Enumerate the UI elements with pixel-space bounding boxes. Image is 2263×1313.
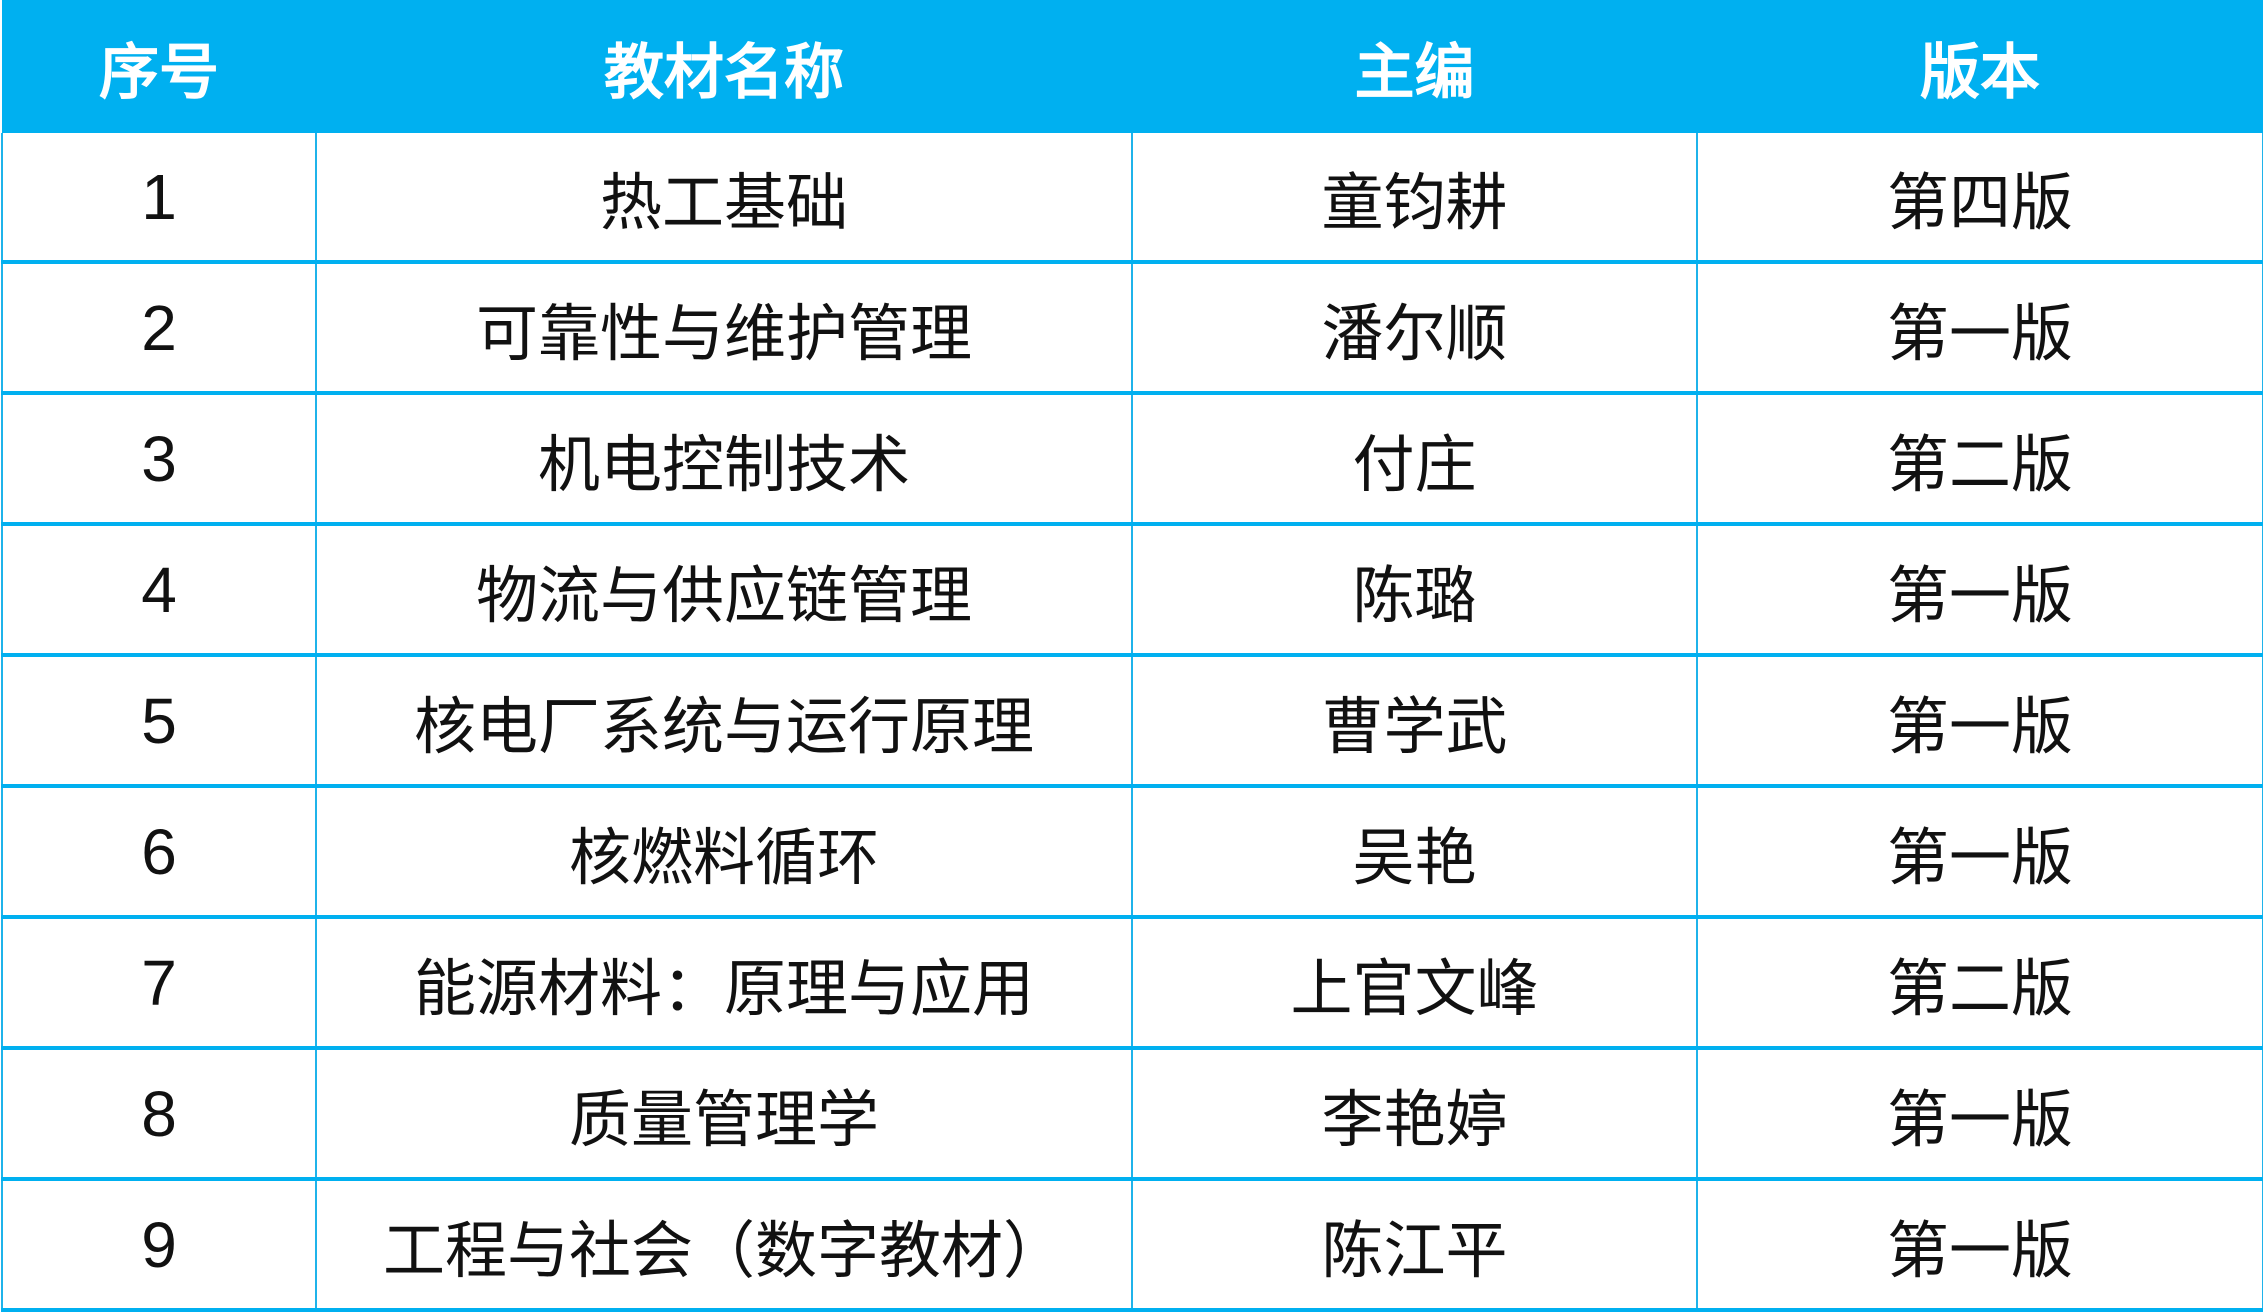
header-row: 序号 教材名称 主编 版本 (1, 0, 2263, 133)
cell-index: 3 (1, 393, 317, 526)
header-edition: 版本 (1696, 0, 2263, 133)
table-row: 3 机电控制技术 付庄 第二版 (1, 393, 2263, 526)
cell-title: 工程与社会（数字教材） (315, 1179, 1133, 1312)
table-row: 5 核电厂系统与运行原理 曹学武 第一版 (1, 655, 2263, 788)
table-row: 1 热工基础 童钧耕 第四版 (1, 133, 2263, 264)
cell-edition: 第二版 (1696, 393, 2263, 526)
cell-title: 质量管理学 (315, 1048, 1133, 1181)
cell-title: 机电控制技术 (315, 393, 1133, 526)
cell-editor: 童钧耕 (1131, 133, 1698, 264)
cell-edition: 第一版 (1696, 786, 2263, 919)
cell-title: 可靠性与维护管理 (315, 262, 1133, 395)
cell-index: 9 (1, 1179, 317, 1312)
cell-edition: 第一版 (1696, 524, 2263, 657)
cell-editor: 陈璐 (1131, 524, 1698, 657)
header-editor: 主编 (1131, 0, 1698, 133)
cell-edition: 第一版 (1696, 1048, 2263, 1181)
cell-editor: 陈江平 (1131, 1179, 1698, 1312)
cell-title: 核电厂系统与运行原理 (315, 655, 1133, 788)
cell-index: 8 (1, 1048, 317, 1181)
table-row: 2 可靠性与维护管理 潘尔顺 第一版 (1, 262, 2263, 395)
cell-edition: 第二版 (1696, 917, 2263, 1050)
cell-edition: 第四版 (1696, 133, 2263, 264)
cell-index: 5 (1, 655, 317, 788)
cell-index: 4 (1, 524, 317, 657)
cell-title: 热工基础 (315, 133, 1133, 264)
cell-title: 能源材料：原理与应用 (315, 917, 1133, 1050)
cell-editor: 李艳婷 (1131, 1048, 1698, 1181)
table-row: 7 能源材料：原理与应用 上官文峰 第二版 (1, 917, 2263, 1050)
cell-index: 7 (1, 917, 317, 1050)
table-row: 4 物流与供应链管理 陈璐 第一版 (1, 524, 2263, 657)
table-row: 9 工程与社会（数字教材） 陈江平 第一版 (1, 1179, 2263, 1312)
cell-editor: 吴艳 (1131, 786, 1698, 919)
cell-index: 6 (1, 786, 317, 919)
cell-title: 核燃料循环 (315, 786, 1133, 919)
cell-editor: 付庄 (1131, 393, 1698, 526)
table-row: 8 质量管理学 李艳婷 第一版 (1, 1048, 2263, 1181)
cell-edition: 第一版 (1696, 655, 2263, 788)
cell-title: 物流与供应链管理 (315, 524, 1133, 657)
cell-editor: 潘尔顺 (1131, 262, 1698, 395)
header-index: 序号 (1, 0, 317, 133)
cell-index: 1 (1, 133, 317, 264)
cell-index: 2 (1, 262, 317, 395)
cell-editor: 曹学武 (1131, 655, 1698, 788)
table-row: 6 核燃料循环 吴艳 第一版 (1, 786, 2263, 919)
cell-edition: 第一版 (1696, 262, 2263, 395)
header-title: 教材名称 (315, 0, 1133, 133)
cell-editor: 上官文峰 (1131, 917, 1698, 1050)
cell-edition: 第一版 (1696, 1179, 2263, 1312)
